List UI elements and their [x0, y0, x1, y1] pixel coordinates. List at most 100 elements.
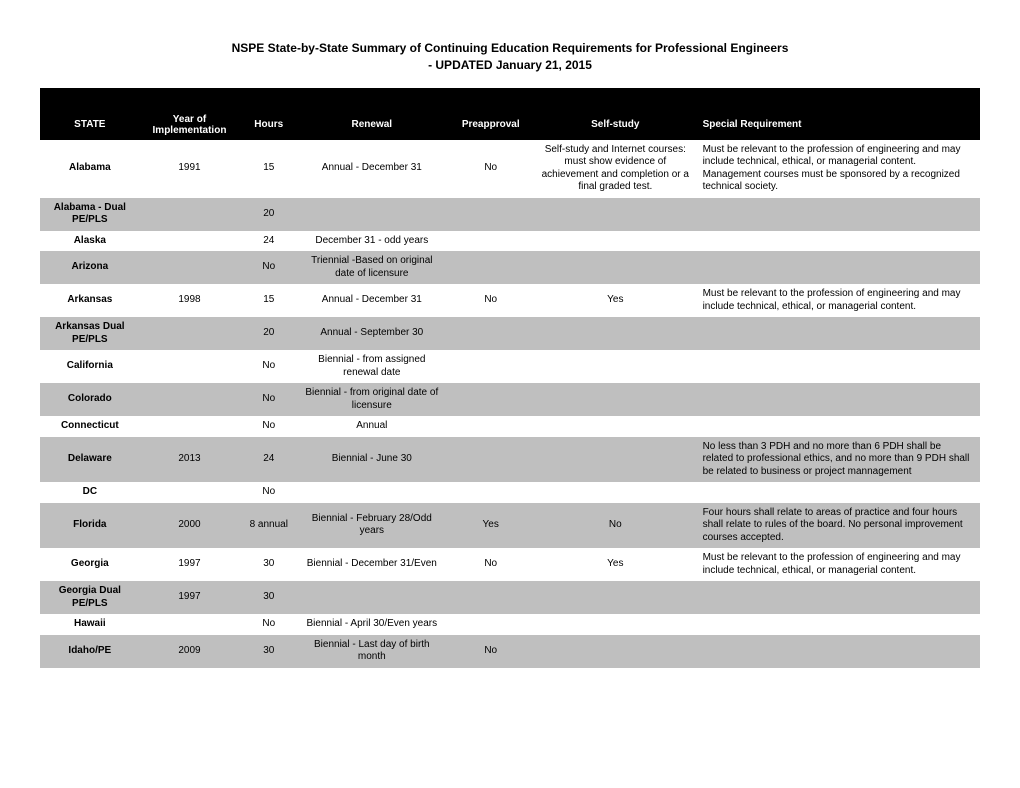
cell-hours: 15	[239, 284, 298, 317]
table-row: Alabama - Dual PE/PLS20	[40, 198, 980, 231]
cell-year: 2000	[140, 503, 240, 549]
table-row: Florida20008 annualBiennial - February 2…	[40, 503, 980, 549]
cell-preapproval: Yes	[445, 503, 536, 549]
cell-renewal: Biennial - April 30/Even years	[298, 614, 445, 635]
table-row: ArizonaNoTriennial -Based on original da…	[40, 251, 980, 284]
cell-selfstudy	[536, 581, 695, 614]
cell-renewal: Biennial - from assigned renewal date	[298, 350, 445, 383]
cell-year: 1998	[140, 284, 240, 317]
cell-state: Hawaii	[40, 614, 140, 635]
cell-year: 2009	[140, 635, 240, 668]
table-row: CaliforniaNoBiennial - from assigned ren…	[40, 350, 980, 383]
cell-hours: 24	[239, 437, 298, 483]
cell-preapproval	[445, 350, 536, 383]
cell-renewal: Biennial - December 31/Even	[298, 548, 445, 581]
cell-state: Alabama	[40, 140, 140, 198]
title-line-1: NSPE State-by-State Summary of Continuin…	[232, 41, 789, 55]
cell-preapproval	[445, 614, 536, 635]
table-row: Arkansas Dual PE/PLS20Annual - September…	[40, 317, 980, 350]
table-row: ConnecticutNoAnnual	[40, 416, 980, 437]
cell-state: DC	[40, 482, 140, 503]
cell-year: 1997	[140, 548, 240, 581]
cell-selfstudy	[536, 383, 695, 416]
cell-hours: No	[239, 350, 298, 383]
requirements-table: STATE Year of Implementation Hours Renew…	[40, 88, 980, 668]
cell-year: 1997	[140, 581, 240, 614]
cell-special: Four hours shall relate to areas of prac…	[695, 503, 980, 549]
cell-hours: 8 annual	[239, 503, 298, 549]
cell-special: Must be relevant to the profession of en…	[695, 284, 980, 317]
cell-year	[140, 198, 240, 231]
cell-hours: 24	[239, 231, 298, 252]
cell-year	[140, 317, 240, 350]
title-line-2: - UPDATED January 21, 2015	[428, 58, 592, 72]
cell-state: Arkansas	[40, 284, 140, 317]
cell-preapproval: No	[445, 635, 536, 668]
table-row: Alabama199115Annual - December 31NoSelf-…	[40, 140, 980, 198]
cell-selfstudy	[536, 251, 695, 284]
cell-year	[140, 383, 240, 416]
cell-special: Must be relevant to the profession of en…	[695, 140, 980, 198]
cell-renewal: Biennial - February 28/Odd years	[298, 503, 445, 549]
cell-state: Colorado	[40, 383, 140, 416]
cell-special: No less than 3 PDH and no more than 6 PD…	[695, 437, 980, 483]
cell-hours: No	[239, 383, 298, 416]
cell-hours: 20	[239, 198, 298, 231]
table-row: DC No	[40, 482, 980, 503]
cell-year	[140, 350, 240, 383]
table-row: Idaho/PE200930Biennial - Last day of bir…	[40, 635, 980, 668]
cell-selfstudy	[536, 635, 695, 668]
cell-special	[695, 383, 980, 416]
cell-renewal: Annual	[298, 416, 445, 437]
table-row: Colorado NoBiennial - from original date …	[40, 383, 980, 416]
cell-special	[695, 581, 980, 614]
document-page: NSPE State-by-State Summary of Continuin…	[40, 40, 980, 668]
cell-preapproval: No	[445, 140, 536, 198]
cell-year	[140, 614, 240, 635]
cell-preapproval	[445, 251, 536, 284]
cell-year	[140, 251, 240, 284]
cell-hours: 30	[239, 581, 298, 614]
cell-year	[140, 231, 240, 252]
col-special: Special Requirement	[695, 110, 980, 140]
cell-selfstudy	[536, 614, 695, 635]
table-row: Arkansas199815Annual - December 31NoYesM…	[40, 284, 980, 317]
cell-renewal	[298, 198, 445, 231]
cell-selfstudy	[536, 350, 695, 383]
cell-hours: 20	[239, 317, 298, 350]
document-title: NSPE State-by-State Summary of Continuin…	[40, 40, 980, 74]
cell-selfstudy	[536, 437, 695, 483]
cell-year: 2013	[140, 437, 240, 483]
cell-selfstudy	[536, 482, 695, 503]
cell-preapproval	[445, 437, 536, 483]
cell-hours: No	[239, 614, 298, 635]
col-state: STATE	[40, 110, 140, 140]
cell-hours: No	[239, 482, 298, 503]
header-bar	[40, 88, 980, 110]
cell-year	[140, 416, 240, 437]
cell-preapproval	[445, 198, 536, 231]
cell-special	[695, 416, 980, 437]
cell-state: Connecticut	[40, 416, 140, 437]
cell-preapproval	[445, 416, 536, 437]
table-row: Georgia199730Biennial - December 31/Even…	[40, 548, 980, 581]
cell-renewal: Biennial - from original date of licensu…	[298, 383, 445, 416]
col-renewal: Renewal	[298, 110, 445, 140]
cell-state: Delaware	[40, 437, 140, 483]
cell-preapproval	[445, 383, 536, 416]
cell-state: Florida	[40, 503, 140, 549]
cell-selfstudy: Yes	[536, 284, 695, 317]
cell-renewal: Biennial - Last day of birth month	[298, 635, 445, 668]
cell-special: Must be relevant to the profession of en…	[695, 548, 980, 581]
cell-special	[695, 635, 980, 668]
cell-preapproval	[445, 482, 536, 503]
cell-selfstudy: Self-study and Internet courses: must sh…	[536, 140, 695, 198]
cell-renewal: December 31 - odd years	[298, 231, 445, 252]
cell-special	[695, 317, 980, 350]
cell-preapproval: No	[445, 548, 536, 581]
cell-hours: 15	[239, 140, 298, 198]
cell-renewal: Annual - December 31	[298, 140, 445, 198]
cell-year: 1991	[140, 140, 240, 198]
cell-preapproval	[445, 581, 536, 614]
cell-special	[695, 198, 980, 231]
